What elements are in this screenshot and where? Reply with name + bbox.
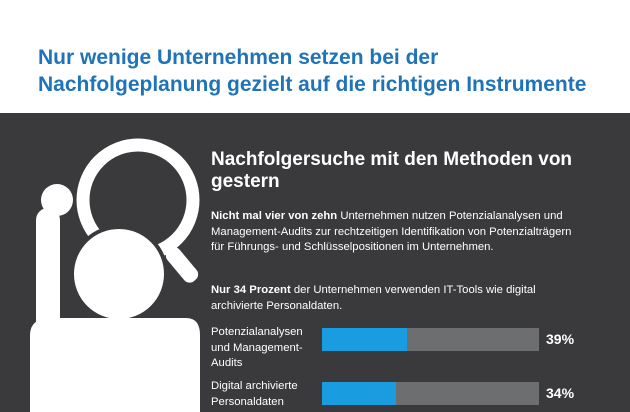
content-panel: Nachfolgersuche mit den Methoden von ges… xyxy=(0,113,630,412)
bar-value-label: 34% xyxy=(546,385,575,401)
paragraph-2-text: der Unternehmen verwenden IT-Tools wie d… xyxy=(211,284,536,312)
bar-label: Potenzialanalysen und Management-Audits xyxy=(211,326,303,369)
page-title: Nur wenige Unternehmen setzen bei der Na… xyxy=(38,46,587,96)
bar-row: Potenzialanalysen und Management-Audits … xyxy=(211,325,611,373)
paragraph-1-bold: Nicht mal vier von zehn xyxy=(211,210,338,222)
bar-track xyxy=(322,328,539,351)
paragraph-2-bold: Nur 34 Prozent xyxy=(211,284,291,296)
bar-label: Digital archivierte Personaldaten xyxy=(211,380,298,408)
header-section: Nur wenige Unternehmen setzen bei der Na… xyxy=(0,0,630,113)
person-with-magnifying-glass-icon xyxy=(30,138,200,412)
bar-row: Digital archivierte Personaldaten 34% xyxy=(211,379,611,412)
bar-fill xyxy=(322,328,407,351)
bar-fill xyxy=(322,382,396,405)
paragraph-2: Nur 34 Prozent der Unternehmen verwenden… xyxy=(211,283,586,314)
bar-value-label: 39% xyxy=(546,331,575,347)
bar-track xyxy=(322,382,539,405)
paragraph-1: Nicht mal vier von zehn Unternehmen nutz… xyxy=(211,209,586,256)
section-title: Nachfolgersuche mit den Methoden von ges… xyxy=(211,149,573,192)
paragraph-1-text: Unternehmen nutzen Potenzialanalysen und… xyxy=(211,210,572,253)
